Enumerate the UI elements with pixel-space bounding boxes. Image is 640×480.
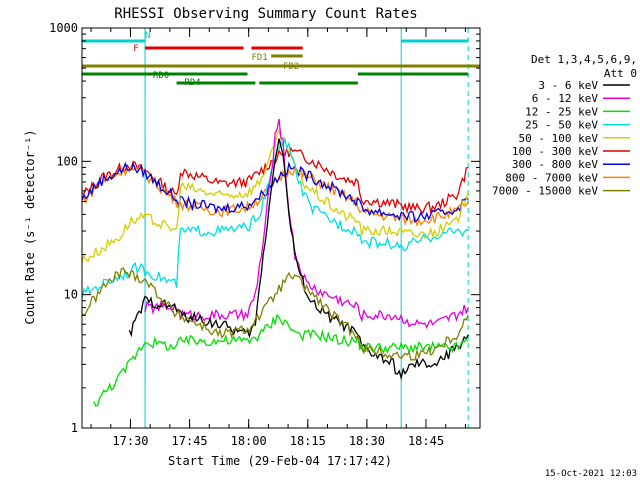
x-tick-label: 17:45	[172, 434, 208, 448]
flag-label-fd1: FD1	[251, 53, 267, 63]
y-tick-label: 100	[56, 154, 78, 168]
series-line-50-100-kev	[81, 128, 469, 263]
flag-label-rd0: RD0	[153, 71, 169, 81]
legend-label-800-7000-kev: 800 - 7000 keV	[505, 171, 598, 184]
flag-label-f: F	[133, 44, 138, 54]
x-tick-label: 18:45	[408, 434, 444, 448]
flag-label-rd4: RD4	[184, 78, 200, 88]
y-tick-label: 10	[64, 288, 78, 302]
timestamp: 15-Oct-2021 12:03	[545, 469, 637, 479]
x-tick-label: 18:15	[290, 434, 326, 448]
series-line-3-6-kev	[128, 138, 469, 381]
series-line-12-25-kev	[93, 313, 469, 407]
x-tick-label: 18:00	[231, 434, 267, 448]
y-axis-label: Count Rate (s⁻¹ detector⁻¹)	[23, 129, 37, 324]
series-line-6-12-kev	[144, 118, 469, 330]
x-tick-label: 18:30	[349, 434, 385, 448]
flag-label-fd2: FD2	[283, 62, 299, 72]
legend-header: Det 1,3,4,5,6,9,	[531, 53, 637, 66]
x-axis-label: Start Time (29-Feb-04 17:17:42)	[168, 454, 392, 468]
flag-label-n: N	[145, 31, 150, 41]
legend-label-7000-15000-kev: 7000 - 15000 keV	[492, 185, 598, 198]
legend-label-300-800-kev: 300 - 800 keV	[512, 158, 598, 171]
chart-title: RHESSI Observing Summary Count Rates	[114, 6, 417, 22]
legend-label-100-300-kev: 100 - 300 keV	[512, 145, 598, 158]
x-tick-label: 17:30	[112, 434, 148, 448]
legend-label-3-6-kev: 3 - 6 keV	[538, 79, 598, 92]
legend-label-6-12-kev: 6 - 12 keV	[532, 92, 599, 105]
legend-label-25-50-kev: 25 - 50 keV	[525, 119, 598, 132]
plot-frame	[81, 27, 481, 429]
series-line-7000-15000-kev	[81, 267, 469, 361]
legend-label-50-100-kev: 50 - 100 keV	[519, 132, 599, 145]
legend-attenuator: Att 0	[604, 67, 637, 80]
plot-area: NF FD1 FD2 RD0 RD4 1 10 100 1000 17:30 17:45 18:00 1…	[49, 21, 481, 448]
legend-label-12-25-kev: 12 - 25 keV	[525, 105, 598, 118]
y-tick-label: 1	[71, 421, 78, 435]
y-tick-label: 1000	[49, 21, 78, 35]
series-line-300-800-kev	[81, 161, 469, 223]
